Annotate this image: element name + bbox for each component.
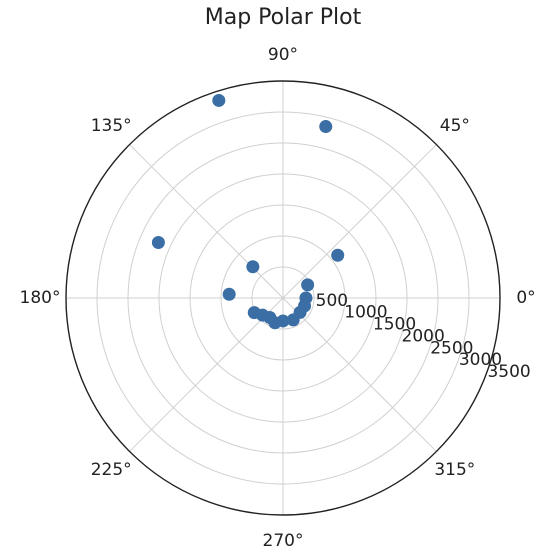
angular-gridline-225	[129, 297, 284, 452]
data-point	[331, 248, 345, 262]
angle-tick-label: 135°	[91, 116, 132, 136]
data-point	[299, 291, 313, 305]
angle-tick-label: 315°	[434, 460, 475, 480]
radial-tick-label: 2000	[402, 326, 445, 346]
polar-grid	[65, 80, 501, 516]
radial-tick-label: 2500	[430, 338, 473, 358]
data-point	[151, 236, 165, 250]
angle-tick-label: 270°	[263, 531, 304, 551]
angle-tick-label: 225°	[91, 460, 132, 480]
data-point	[222, 287, 236, 301]
radial-tick-label: 1500	[373, 315, 416, 335]
data-point	[319, 120, 333, 134]
data-points	[151, 93, 345, 330]
angular-gridline-45	[282, 144, 437, 299]
polar-frame	[65, 80, 501, 516]
chart-title: Map Polar Plot	[205, 5, 362, 30]
angular-gridline-135	[129, 144, 284, 299]
angle-tick-label: 90°	[268, 45, 298, 65]
angular-gridline-315	[282, 297, 437, 452]
data-point	[212, 93, 226, 107]
radial-tick-label: 3000	[459, 350, 502, 370]
angle-tick-label: 45°	[440, 116, 470, 136]
radial-tick-label: 1000	[344, 303, 387, 323]
data-point	[301, 278, 315, 292]
data-point	[276, 314, 290, 328]
angle-tick-labels: 0° 45° 90° 135° 180° 225° 270° 315°	[20, 45, 536, 551]
radial-tick-label: 500	[316, 291, 348, 311]
angle-tick-label: 0°	[516, 288, 535, 308]
radial-tick-label: 3500	[487, 362, 530, 382]
angle-tick-label: 180°	[20, 288, 61, 308]
data-point	[246, 260, 260, 274]
